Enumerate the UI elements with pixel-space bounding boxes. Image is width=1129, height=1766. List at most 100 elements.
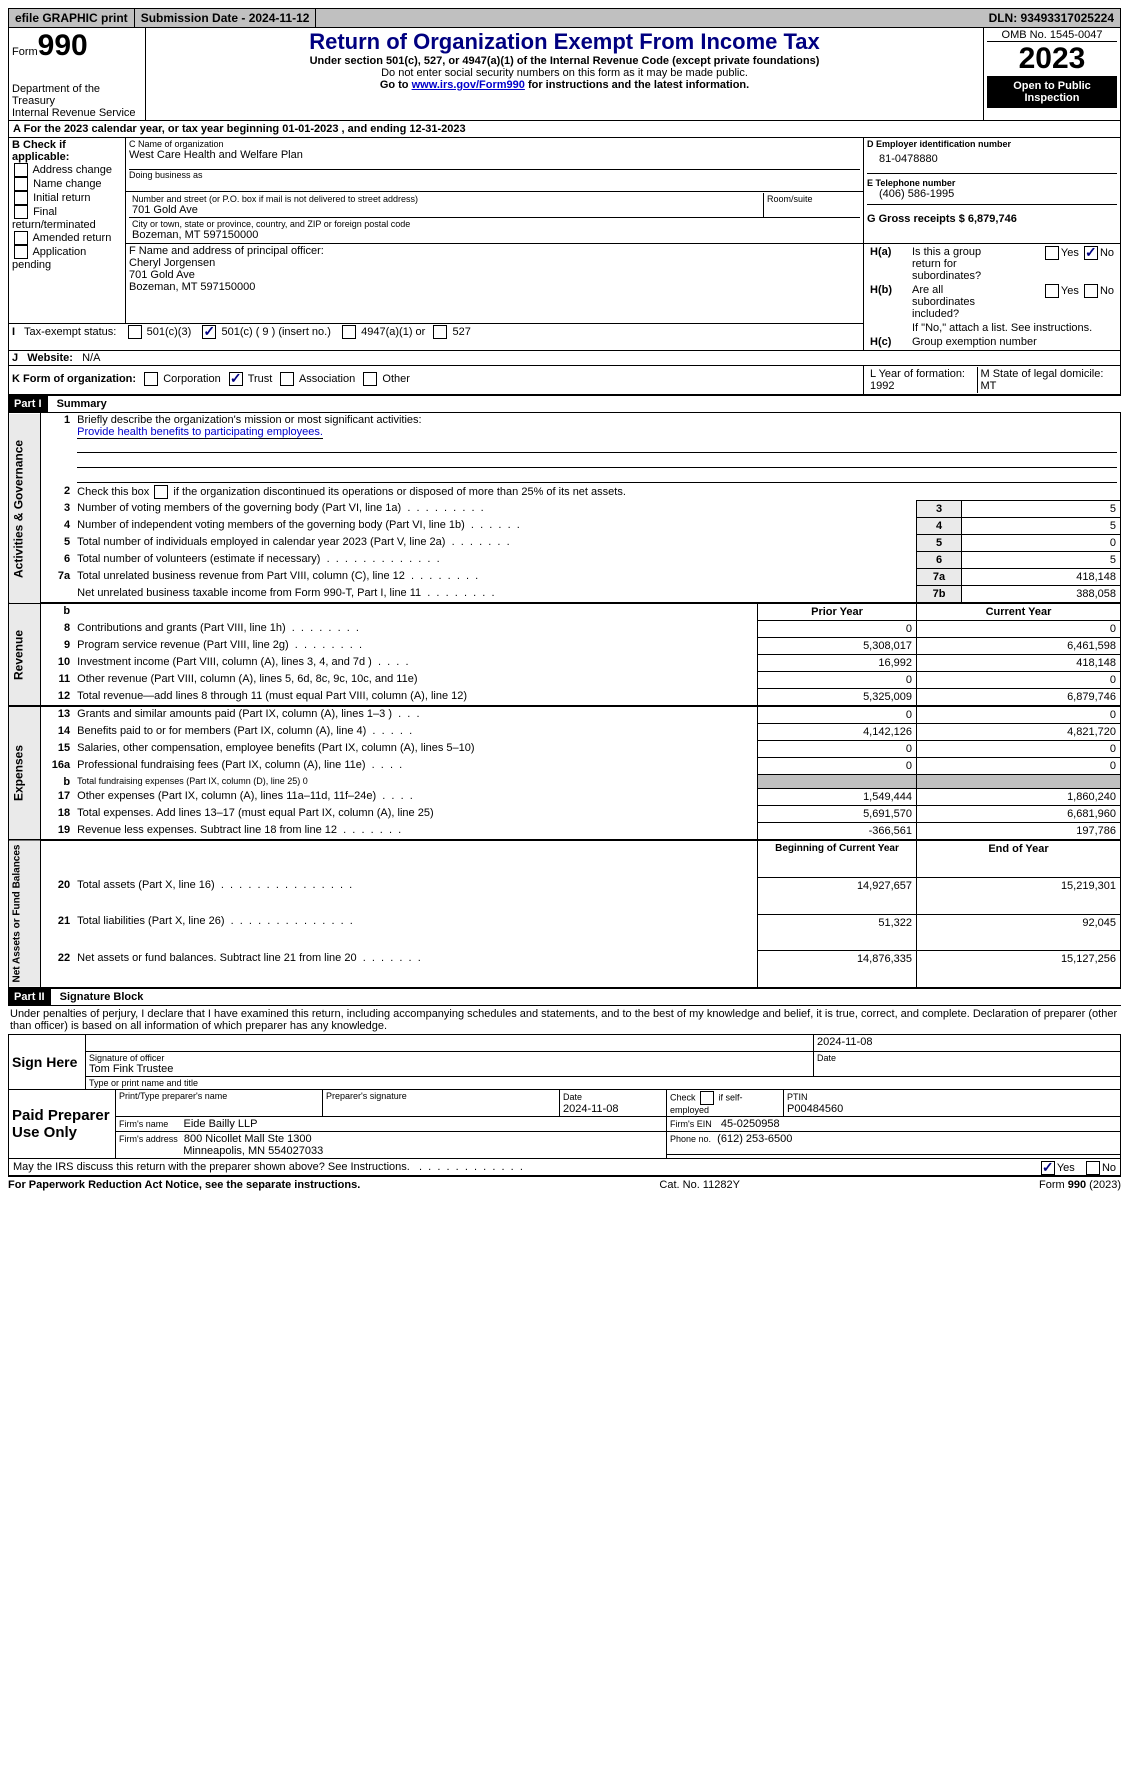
section-b: B Check if applicable: Address change Na… xyxy=(9,138,126,324)
lc-4: 4 xyxy=(917,518,962,535)
d-e-cell: D Employer identification number 81-0478… xyxy=(864,138,1121,244)
r17-p: 1,549,444 xyxy=(758,789,917,806)
ln-19: 19 xyxy=(41,823,75,841)
vlabel-na: Net Assets or Fund Balances xyxy=(9,840,41,988)
hc-text: Group exemption number xyxy=(909,335,1117,349)
officer-name: Tom Fink Trustee xyxy=(89,1063,810,1075)
b-opt-0: Address change xyxy=(32,164,112,176)
org-name: West Care Health and Welfare Plan xyxy=(129,149,860,161)
r22-text: Net assets or fund balances. Subtract li… xyxy=(74,951,757,988)
i-opt1: 501(c)(3) xyxy=(147,326,192,338)
ha-text: Is this a group return for subordinates? xyxy=(909,245,1011,283)
footer-right: Form 990 (2023) xyxy=(1039,1179,1121,1191)
r13-c: 0 xyxy=(917,706,1121,724)
irs-label: Internal Revenue Service xyxy=(12,107,142,119)
cb-4947[interactable] xyxy=(342,325,356,339)
r22-c: 15,127,256 xyxy=(917,951,1121,988)
q1-cell: Briefly describe the organization's miss… xyxy=(74,413,1120,484)
footer-left: For Paperwork Reduction Act Notice, see … xyxy=(8,1179,360,1191)
cb-ha-yes[interactable] xyxy=(1045,246,1059,260)
dept-label: Department of the Treasury xyxy=(12,83,142,107)
sig-date1: 2024-11-08 xyxy=(814,1035,1121,1052)
phone-label: Phone no. xyxy=(670,1134,711,1144)
firm-addr1: 800 Nicollet Mall Ste 1300 xyxy=(184,1133,312,1145)
v3: 5 xyxy=(962,501,1121,518)
cb-name-change[interactable] xyxy=(14,177,28,191)
cb-501c3[interactable] xyxy=(128,325,142,339)
cb-discuss-yes[interactable] xyxy=(1041,1161,1055,1175)
paid-col1: Print/Type preparer's name xyxy=(116,1090,323,1117)
k-opt-3: Other xyxy=(382,373,410,385)
cb-address-change[interactable] xyxy=(14,163,28,177)
ln-b: b xyxy=(41,775,75,789)
hb-label: H(b) xyxy=(867,283,909,321)
v7b: 388,058 xyxy=(962,586,1121,604)
footer: For Paperwork Reduction Act Notice, see … xyxy=(8,1176,1121,1191)
vlabel-rev: Revenue xyxy=(9,603,41,706)
cb-discuss-no[interactable] xyxy=(1086,1161,1100,1175)
cb-hb-no[interactable] xyxy=(1084,284,1098,298)
cb-amended[interactable] xyxy=(14,231,28,245)
i-prefix: I xyxy=(12,326,15,338)
b-opt-2: Initial return xyxy=(33,192,90,204)
lc-5: 5 xyxy=(917,535,962,552)
ln-1: 1 xyxy=(41,413,75,484)
discuss-row: May the IRS discuss this return with the… xyxy=(8,1159,1121,1176)
v7a: 418,148 xyxy=(962,569,1121,586)
r16a-p: 0 xyxy=(758,758,917,775)
ln-9: 9 xyxy=(41,638,75,655)
ln-2: 2 xyxy=(41,484,75,501)
cb-discontinued[interactable] xyxy=(154,485,168,499)
hdr-current: Current Year xyxy=(917,603,1121,621)
r14-text: Benefits paid to or for members (Part IX… xyxy=(74,724,757,741)
type-name-label: Type or print name and title xyxy=(86,1077,1121,1090)
r15-p: 0 xyxy=(758,741,917,758)
goto-link[interactable]: www.irs.gov/Form990 xyxy=(412,79,525,91)
lc-7b: 7b xyxy=(917,586,962,604)
sig-date-label: Date xyxy=(814,1052,1121,1077)
r19-c: 197,786 xyxy=(917,823,1121,841)
vlabel-exp: Expenses xyxy=(9,706,41,840)
perjury-text: Under penalties of perjury, I declare th… xyxy=(8,1006,1121,1034)
cb-final-return[interactable] xyxy=(14,205,28,219)
firm-name: Eide Bailly LLP xyxy=(184,1118,258,1130)
cb-other[interactable] xyxy=(363,372,377,386)
cb-assoc[interactable] xyxy=(280,372,294,386)
ln-20: 20 xyxy=(41,878,75,915)
dln: DLN: 93493317025224 xyxy=(983,9,1120,27)
f-label: F Name and address of principal officer: xyxy=(129,245,860,257)
title-cell: Return of Organization Exempt From Incom… xyxy=(146,28,984,121)
cb-initial-return[interactable] xyxy=(14,191,28,205)
paid-check-cell: Check if self-employed xyxy=(667,1090,784,1117)
cb-trust[interactable] xyxy=(229,372,243,386)
cb-ha-no[interactable] xyxy=(1084,246,1098,260)
j-label: Website: xyxy=(27,352,73,364)
cb-application[interactable] xyxy=(14,245,28,259)
r12-p: 5,325,009 xyxy=(758,689,917,707)
a-text: For the 2023 calendar year, or tax year … xyxy=(24,123,466,135)
r10-p: 16,992 xyxy=(758,655,917,672)
ln-11: 11 xyxy=(41,672,75,689)
paid-col2: Preparer's signature xyxy=(323,1090,560,1117)
lc-6: 6 xyxy=(917,552,962,569)
h-cell: H(a) Is this a group return for subordin… xyxy=(864,244,1121,351)
r20-text: Total assets (Part X, line 16) . . . . .… xyxy=(74,878,757,915)
r17-text: Other expenses (Part IX, column (A), lin… xyxy=(74,789,757,806)
b-opt-4: Amended return xyxy=(32,232,111,244)
c-name-cell: C Name of organization West Care Health … xyxy=(126,138,864,192)
b-opt-1: Name change xyxy=(33,178,102,190)
q1-text: Briefly describe the organization's miss… xyxy=(77,414,421,426)
hc-label: H(c) xyxy=(867,335,909,349)
cb-self-employed[interactable] xyxy=(700,1091,714,1105)
ln-12: 12 xyxy=(41,689,75,707)
cb-527[interactable] xyxy=(433,325,447,339)
ln-17: 17 xyxy=(41,789,75,806)
goto-suffix: for instructions and the latest informat… xyxy=(525,79,749,91)
cb-501c[interactable] xyxy=(202,325,216,339)
discuss-yes: Yes xyxy=(1057,1162,1075,1174)
cb-hb-yes[interactable] xyxy=(1045,284,1059,298)
cb-corp[interactable] xyxy=(144,372,158,386)
submission-date: Submission Date - 2024-11-12 xyxy=(135,9,317,27)
r21-text: Total liabilities (Part X, line 26) . . … xyxy=(74,914,757,951)
firm-ein: 45-0250958 xyxy=(721,1118,780,1130)
